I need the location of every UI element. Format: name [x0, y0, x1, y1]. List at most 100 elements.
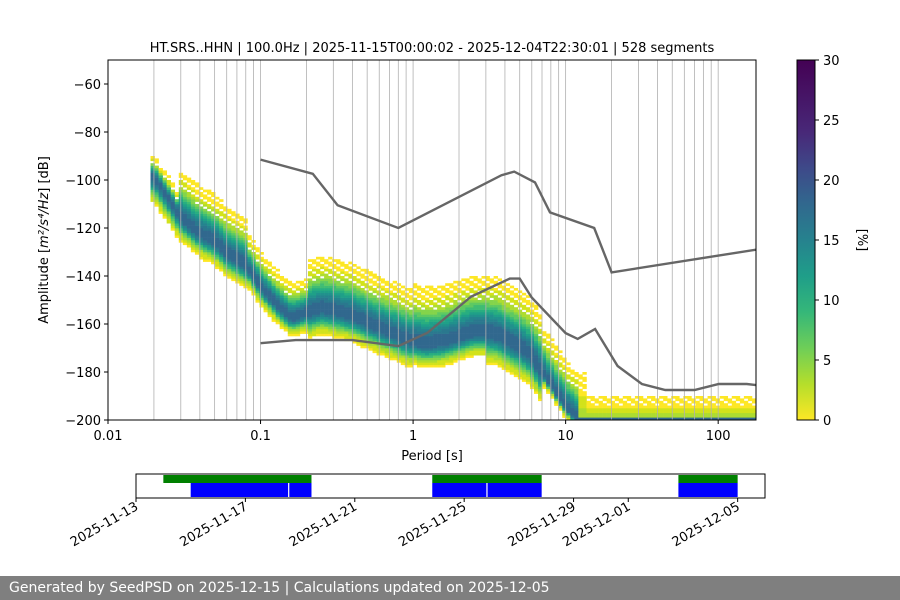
heatmap-cell: [336, 319, 341, 322]
heatmap-cell: [489, 304, 494, 308]
heatmap-cell: [372, 343, 377, 346]
heatmap-cell: [437, 285, 442, 289]
heatmap-cell: [679, 412, 684, 416]
heatmap-cell: [307, 328, 313, 332]
heatmap-cell: [320, 316, 325, 320]
heatmap-cell: [336, 261, 341, 265]
heatmap-cell: [360, 297, 365, 301]
heatmap-cell: [215, 266, 220, 270]
heatmap-cell: [295, 292, 301, 296]
heatmap-cell: [356, 324, 361, 327]
heatmap-cell: [630, 412, 636, 416]
heatmap-cell: [267, 268, 272, 272]
heatmap-cell: [538, 374, 543, 378]
heatmap-cell: [263, 307, 268, 310]
heatmap-cell: [457, 302, 462, 306]
heatmap-cell: [392, 288, 398, 291]
heatmap-cell: [235, 261, 240, 265]
heatmap-cell: [675, 415, 680, 418]
heatmap-cell: [291, 309, 297, 313]
heatmap-cell: [505, 316, 511, 320]
heatmap-cell: [198, 242, 204, 246]
heatmap-cell: [630, 415, 636, 418]
heatmap-cell: [344, 319, 349, 322]
heatmap-cell: [453, 345, 458, 349]
heatmap-cell: [558, 405, 563, 409]
heatmap-cell: [433, 340, 438, 344]
heatmap-cell: [207, 230, 212, 234]
heatmap-cell: [477, 312, 482, 315]
heatmap-cell: [239, 249, 244, 253]
heatmap-cell: [311, 328, 317, 332]
heatmap-cell: [352, 331, 357, 334]
heatmap-cell: [626, 415, 632, 418]
heatmap-cell: [231, 271, 236, 274]
heatmap-cell: [392, 355, 398, 358]
heatmap-cell: [445, 324, 450, 327]
heatmap-cell: [489, 350, 494, 354]
heatmap-cell: [425, 352, 430, 356]
heatmap-cell: [501, 285, 507, 289]
heatmap-cell: [215, 228, 220, 231]
heatmap-cell: [287, 283, 293, 286]
heatmap-cell: [352, 271, 357, 274]
heatmap-cell: [404, 352, 410, 356]
heatmap-cell: [489, 319, 494, 322]
heatmap-cell: [324, 266, 329, 270]
heatmap-cell: [582, 415, 587, 418]
heatmap-cell: [457, 338, 462, 342]
heatmap-cell: [392, 285, 398, 289]
heatmap-cell: [328, 324, 333, 327]
heatmap-cell: [388, 352, 394, 356]
heatmap-cell: [263, 280, 268, 284]
heatmap-cell: [194, 240, 200, 243]
heatmap-cell: [525, 307, 531, 310]
heatmap-cell: [497, 360, 502, 363]
heatmap-cell: [400, 345, 406, 349]
heatmap-cell: [348, 280, 353, 284]
heatmap-cell: [186, 232, 192, 236]
heatmap-cell: [550, 364, 555, 368]
heatmap-cell: [626, 410, 632, 414]
heatmap-cell: [550, 384, 555, 387]
heatmap-cell: [562, 412, 567, 416]
heatmap-cell: [449, 324, 454, 327]
heatmap-cell: [348, 297, 353, 301]
heatmap-cell: [533, 374, 539, 378]
heatmap-cell: [162, 180, 167, 183]
heatmap-cell: [562, 386, 567, 390]
heatmap-cell: [267, 304, 272, 308]
heatmap-cell: [449, 285, 454, 289]
heatmap-cell: [320, 309, 325, 313]
heatmap-cell: [227, 259, 232, 262]
heatmap-cell: [336, 307, 341, 310]
heatmap-cell: [538, 336, 543, 339]
heatmap-cell: [497, 316, 502, 320]
heatmap-cell: [671, 410, 676, 414]
heatmap-cell: [364, 328, 369, 332]
heatmap-cell: [255, 256, 260, 260]
heatmap-cell: [299, 326, 305, 330]
heatmap-cell: [376, 350, 381, 354]
heatmap-cell: [574, 393, 579, 397]
heatmap-cell: [340, 309, 345, 313]
heatmap-cell: [550, 381, 555, 385]
heatmap-cell: [671, 403, 676, 406]
heatmap-cell: [465, 280, 470, 284]
heatmap-cell: [384, 312, 389, 315]
heatmap-cell: [384, 319, 389, 322]
heatmap-cell: [380, 280, 385, 284]
heatmap-cell: [558, 381, 563, 385]
heatmap-cell: [465, 343, 470, 346]
heatmap-cell: [513, 295, 519, 298]
heatmap-cell: [727, 405, 733, 409]
heatmap-cell: [170, 213, 176, 217]
heatmap-cell: [170, 223, 176, 226]
heatmap-cell: [420, 328, 426, 332]
heatmap-cell: [461, 338, 466, 342]
heatmap-cell: [501, 362, 507, 366]
heatmap-cell: [485, 362, 490, 366]
heatmap-cell: [235, 273, 240, 277]
heatmap-cell: [461, 314, 466, 318]
heatmap-cell: [533, 372, 539, 375]
